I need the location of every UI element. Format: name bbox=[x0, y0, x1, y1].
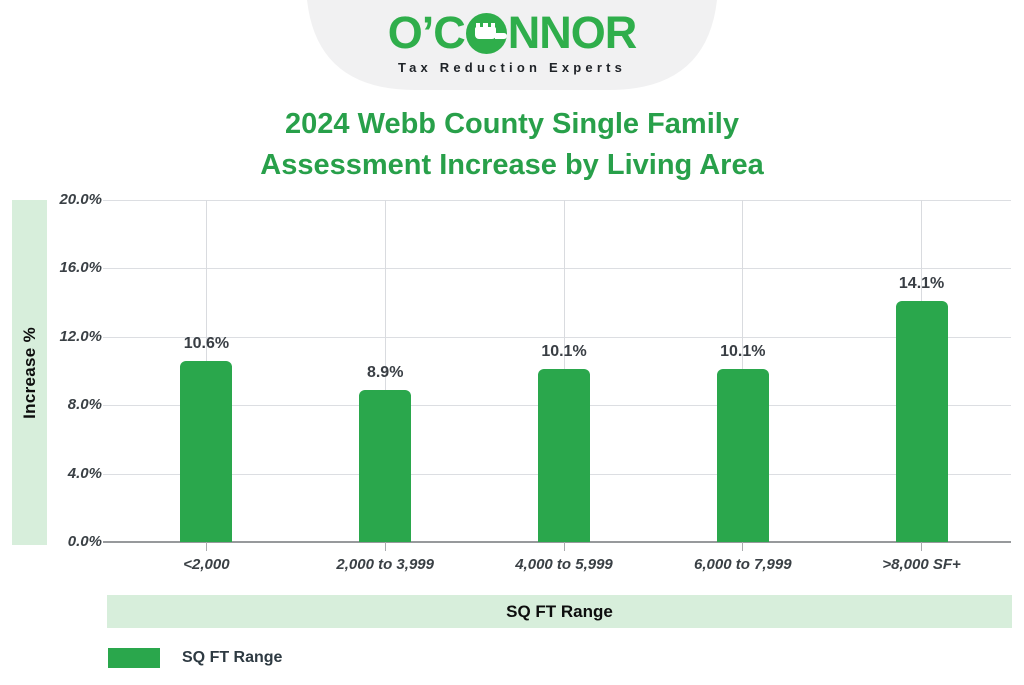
x-axis-title-band: SQ FT Range bbox=[107, 595, 1012, 628]
bar bbox=[359, 389, 412, 542]
gridline-vertical bbox=[384, 200, 386, 542]
bar-value-label: 8.9% bbox=[366, 363, 404, 381]
logo-text-right: NNOR bbox=[507, 7, 637, 58]
y-tick-label: 0.0% bbox=[67, 533, 102, 550]
oconnor-logo-mark-icon bbox=[465, 12, 507, 54]
logo-text-left: O’C bbox=[387, 7, 466, 58]
logo-comb-shape bbox=[474, 22, 496, 39]
bar-value-label: 10.6% bbox=[183, 334, 230, 352]
gridline-horizontal bbox=[103, 268, 1011, 270]
legend: SQ FT Range bbox=[108, 648, 282, 668]
bar bbox=[180, 360, 233, 542]
gridline-horizontal bbox=[103, 336, 1011, 338]
legend-swatch bbox=[108, 648, 160, 668]
header-badge-shape bbox=[307, 0, 717, 90]
x-axis-tick bbox=[205, 542, 207, 551]
chart-title-line1: 2024 Webb County Single Family bbox=[285, 108, 739, 140]
y-tick-label: 20.0% bbox=[59, 191, 102, 208]
x-tick-label: 4,000 to 5,999 bbox=[515, 556, 613, 573]
y-tick-label: 8.0% bbox=[67, 396, 102, 414]
x-tick-label: 2,000 to 3,999 bbox=[336, 556, 434, 573]
chart-title: 2024 Webb County Single Family Assessmen… bbox=[0, 104, 1024, 186]
x-axis-title: SQ FT Range bbox=[506, 601, 613, 621]
bar bbox=[895, 300, 948, 542]
x-axis-line bbox=[103, 541, 1011, 543]
x-axis-tick bbox=[384, 542, 386, 551]
bar-value-label: 14.1% bbox=[898, 274, 945, 292]
logo-tail-shape bbox=[494, 32, 507, 39]
header-logo-badge: O’C NNOR Tax Reduction Experts bbox=[307, 0, 717, 90]
plot-area: 10.6% <2,000 8.9% 2,000 to 3,999 10.1% 4,000 … bbox=[103, 200, 1011, 573]
bar-value-label: 10.1% bbox=[720, 343, 766, 361]
chart-title-line2: Assessment Increase by Living Area bbox=[260, 149, 764, 181]
x-axis-tick bbox=[742, 542, 744, 551]
x-axis-tick bbox=[563, 542, 565, 551]
legend-label: SQ FT Range bbox=[182, 649, 283, 666]
gridline-horizontal bbox=[103, 200, 1011, 201]
x-tick-label: >8,000 SF+ bbox=[882, 556, 961, 573]
oconnor-logo: O’C NNOR bbox=[307, 7, 717, 58]
bar bbox=[538, 369, 590, 542]
y-tick-label: 16.0% bbox=[59, 259, 102, 277]
x-tick-label: <2,000 bbox=[183, 556, 230, 573]
y-tick-label: 12.0% bbox=[59, 327, 102, 345]
bar bbox=[716, 369, 769, 542]
y-tick-label: 4.0% bbox=[67, 464, 102, 482]
x-tick-label: 6,000 to 7,999 bbox=[694, 556, 792, 573]
bar-value-label: 10.1% bbox=[541, 343, 587, 361]
logo-tagline: Tax Reduction Experts bbox=[397, 60, 627, 75]
y-axis-title-band: Increase % bbox=[12, 200, 47, 545]
y-axis-tick-labels: 20.0% 16.0% 12.0% 8.0% 4.0% 0.0% bbox=[36, 191, 102, 550]
x-axis-tick bbox=[921, 542, 923, 551]
